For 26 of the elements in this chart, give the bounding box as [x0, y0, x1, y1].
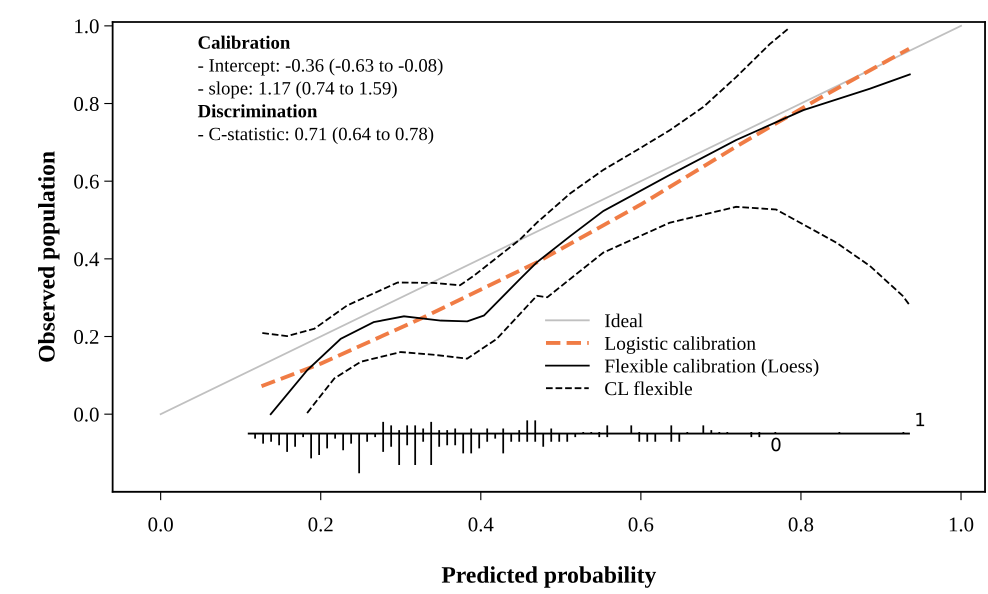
line-series [306, 206, 911, 414]
x-tick-label: 0.0 [148, 517, 173, 532]
legend-label: Flexible calibration (Loess) [604, 358, 818, 377]
annotation: Calibration [198, 36, 290, 49]
x-axis-title: Predicted probability [442, 566, 656, 588]
x-tick-label: 0.4 [468, 517, 494, 532]
series-label: 1 [916, 412, 924, 426]
x-tick-label: 0.6 [628, 517, 654, 532]
legend-label: CL flexible [605, 381, 692, 396]
y-tick-label: 0.0 [74, 408, 99, 422]
legend-label: Ideal [605, 314, 643, 328]
y-tick-label: 0.4 [74, 252, 100, 266]
y-tick-label: 1.0 [75, 19, 99, 34]
annotation: Discrimination [198, 104, 318, 118]
y-tick-label: 0.8 [74, 96, 99, 112]
x-tick-label: 0.2 [308, 517, 333, 532]
annotation: - Intercept: -0.36 (-0.63 to -0.08) [198, 58, 443, 76]
annotation: - slope: 1.17 (0.74 to 1.59) [198, 81, 397, 98]
y-axis-title: Observed population [38, 151, 60, 362]
series-label: 0 [771, 438, 781, 452]
legend-label: Logistic calibration [604, 336, 756, 354]
x-tick-label: 1.0 [950, 517, 974, 532]
x-tick-label: 0.8 [788, 517, 814, 532]
y-tick-label: 0.2 [74, 330, 98, 344]
annotation: - C-statistic: 0.71 (0.64 to 0.78) [198, 127, 434, 144]
y-tick-label: 0.6 [74, 174, 99, 189]
